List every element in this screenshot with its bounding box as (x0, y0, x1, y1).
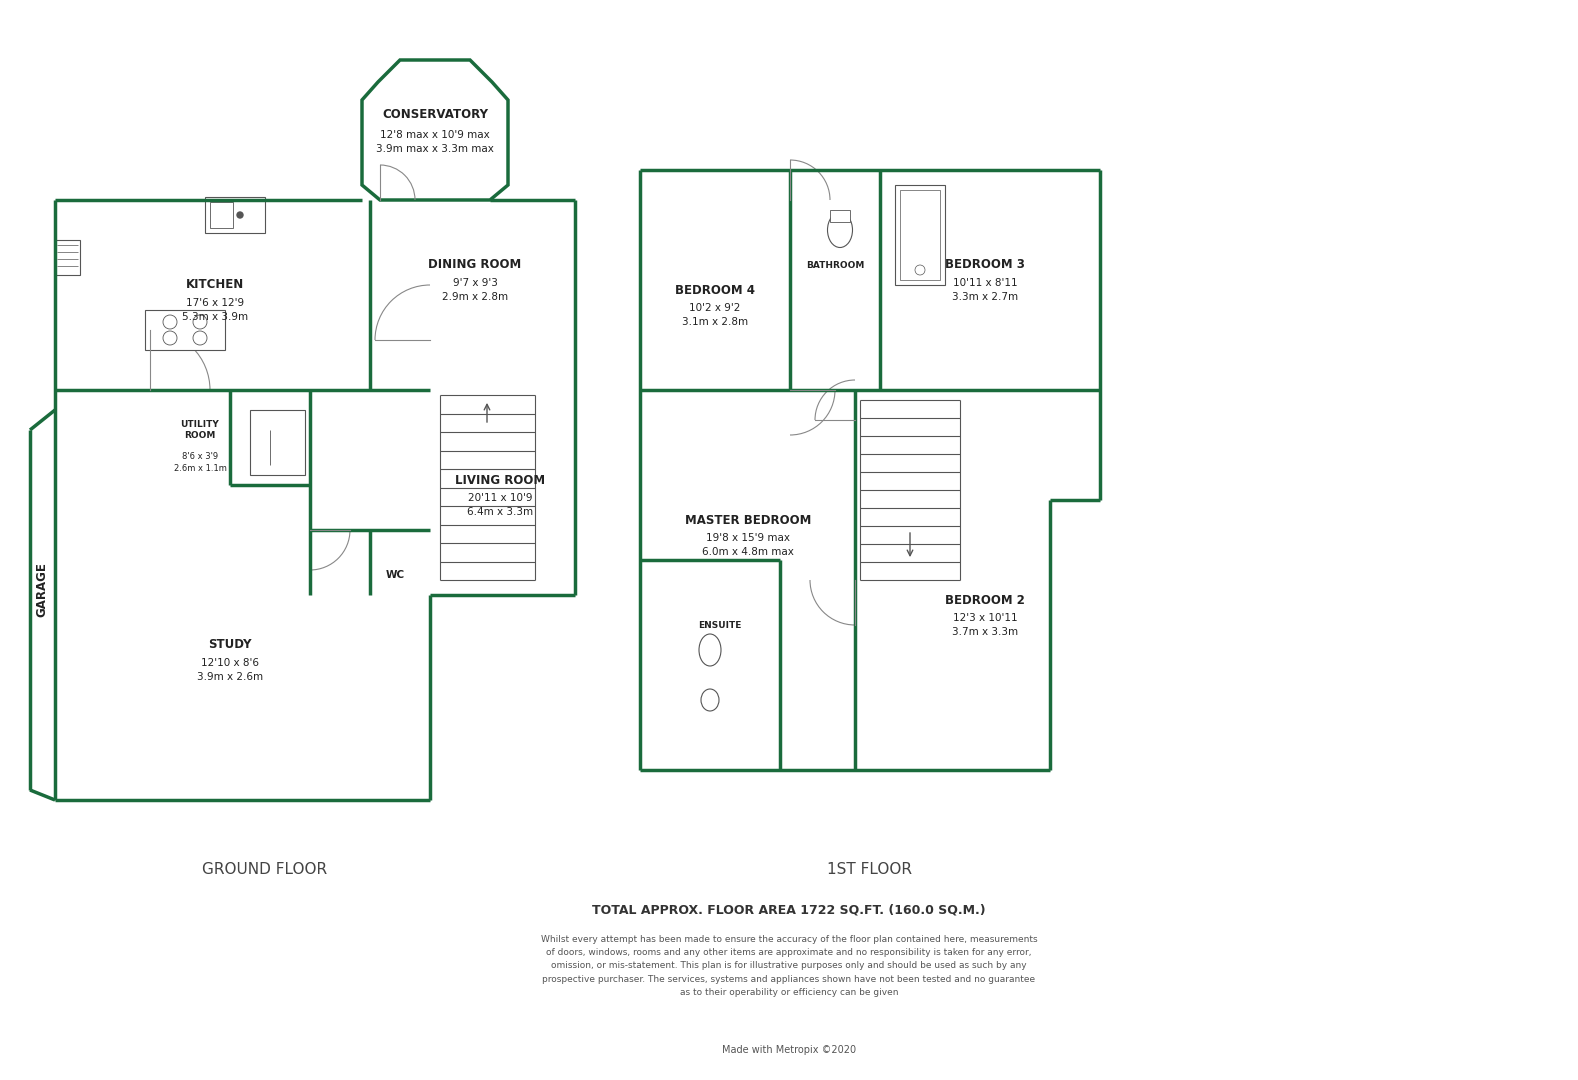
Text: GARAGE: GARAGE (35, 563, 49, 618)
Text: LIVING ROOM: LIVING ROOM (454, 473, 544, 486)
Text: 12'3 x 10'11
3.7m x 3.3m: 12'3 x 10'11 3.7m x 3.3m (952, 613, 1018, 637)
Text: BEDROOM 4: BEDROOM 4 (675, 283, 754, 297)
Text: BATHROOM: BATHROOM (806, 260, 865, 270)
Bar (895, 185, 945, 285)
Text: 10'11 x 8'11
3.3m x 2.7m: 10'11 x 8'11 3.3m x 2.7m (952, 278, 1018, 302)
Text: 12'8 max x 10'9 max
3.9m max x 3.3m max: 12'8 max x 10'9 max 3.9m max x 3.3m max (376, 130, 494, 154)
Bar (55, 240, 80, 275)
Text: BEDROOM 2: BEDROOM 2 (945, 594, 1026, 607)
Text: 17'6 x 12'9
5.3m x 3.9m: 17'6 x 12'9 5.3m x 3.9m (181, 298, 248, 322)
Ellipse shape (701, 689, 720, 711)
Text: UTILITY
ROOM: UTILITY ROOM (180, 420, 219, 440)
Text: 19'8 x 15'9 max
6.0m x 4.8m max: 19'8 x 15'9 max 6.0m x 4.8m max (702, 534, 794, 557)
Text: 10'2 x 9'2
3.1m x 2.8m: 10'2 x 9'2 3.1m x 2.8m (682, 303, 748, 327)
Bar (205, 197, 265, 233)
Circle shape (237, 212, 243, 218)
Text: 12'10 x 8'6
3.9m x 2.6m: 12'10 x 8'6 3.9m x 2.6m (197, 658, 264, 681)
Text: STUDY: STUDY (208, 638, 252, 651)
Text: 20'11 x 10'9
6.4m x 3.3m: 20'11 x 10'9 6.4m x 3.3m (467, 492, 533, 517)
Text: MASTER BEDROOM: MASTER BEDROOM (685, 513, 811, 526)
Text: BEDROOM 3: BEDROOM 3 (945, 258, 1026, 271)
Text: WC: WC (385, 570, 404, 580)
Text: Made with Metropix ©2020: Made with Metropix ©2020 (723, 1045, 855, 1055)
Text: 9'7 x 9'3
2.9m x 2.8m: 9'7 x 9'3 2.9m x 2.8m (442, 278, 508, 302)
Bar (145, 310, 226, 350)
Bar (249, 410, 305, 475)
Bar (899, 190, 940, 280)
Text: 1ST FLOOR: 1ST FLOOR (827, 863, 912, 877)
Text: 8'6 x 3'9
2.6m x 1.1m: 8'6 x 3'9 2.6m x 1.1m (174, 453, 226, 473)
Ellipse shape (699, 634, 721, 666)
Bar (210, 202, 234, 228)
Bar (830, 210, 851, 222)
Text: GROUND FLOOR: GROUND FLOOR (202, 863, 328, 877)
Text: TOTAL APPROX. FLOOR AREA 1722 SQ.FT. (160.0 SQ.M.): TOTAL APPROX. FLOOR AREA 1722 SQ.FT. (16… (592, 904, 986, 917)
Text: KITCHEN: KITCHEN (186, 279, 245, 292)
Ellipse shape (827, 213, 852, 247)
Text: ENSUITE: ENSUITE (699, 621, 742, 630)
Text: DINING ROOM: DINING ROOM (428, 258, 522, 271)
Text: CONSERVATORY: CONSERVATORY (382, 108, 488, 121)
Text: Whilst every attempt has been made to ensure the accuracy of the floor plan cont: Whilst every attempt has been made to en… (541, 935, 1037, 997)
